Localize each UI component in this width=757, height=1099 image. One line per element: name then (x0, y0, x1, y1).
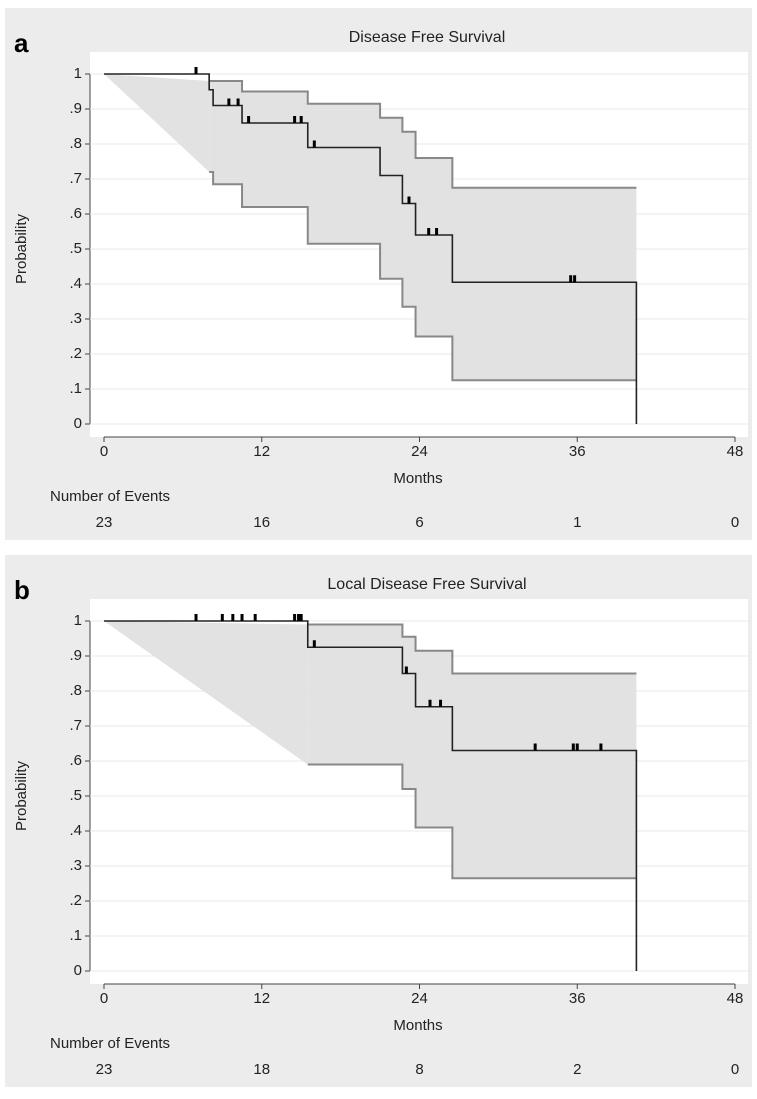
chart-title: Disease Free Survival (349, 29, 506, 46)
y-tick-label: .3 (69, 310, 82, 327)
panel-label: a (14, 28, 29, 58)
panel-label: b (14, 575, 30, 605)
events-label: Number of Events (50, 488, 170, 505)
chart-title: Local Disease Free Survival (327, 576, 526, 593)
x-tick-label: 12 (253, 443, 270, 460)
y-tick-label: .9 (69, 100, 82, 117)
events-value: 6 (415, 514, 423, 531)
x-tick-label: 24 (411, 990, 428, 1007)
y-tick-label: .7 (69, 717, 82, 734)
survival-curve (104, 620, 638, 971)
censor-mark (312, 640, 316, 648)
y-tick-label: .8 (69, 682, 82, 699)
events-value: 23 (96, 514, 113, 531)
x-tick-label: 0 (100, 443, 108, 460)
y-axis-label: Probability (13, 760, 30, 831)
events-value: 0 (731, 1061, 739, 1078)
events-value: 23 (96, 1061, 113, 1078)
censor-mark (569, 275, 573, 283)
events-value: 18 (253, 1061, 270, 1078)
censor-mark (293, 614, 297, 621)
y-tick-label: .7 (69, 170, 82, 187)
censor-mark (299, 614, 303, 621)
events-value: 8 (415, 1061, 423, 1078)
censor-mark (231, 614, 235, 621)
y-tick-label: 1 (74, 612, 82, 629)
confidence-band-lead (104, 621, 308, 765)
y-tick-label: .2 (69, 892, 82, 909)
confidence-band-lead (104, 74, 210, 172)
censor-mark (428, 699, 432, 707)
events-value: 2 (573, 1061, 581, 1078)
y-tick-label: .1 (69, 927, 82, 944)
y-tick-label: 1 (74, 65, 82, 82)
events-value: 1 (573, 514, 581, 531)
y-tick-label: .4 (69, 275, 82, 292)
events-value: 16 (253, 514, 270, 531)
censor-mark (194, 67, 198, 74)
censor-mark (439, 699, 443, 707)
censor-mark (404, 666, 408, 674)
survival-curve (104, 73, 638, 424)
x-tick-label: 48 (727, 990, 744, 1007)
x-tick-label: 36 (569, 990, 586, 1007)
panel: a Disease Free Survival Probability Months 0… (5, 8, 752, 540)
censor-mark (247, 116, 251, 123)
censor-mark (297, 614, 301, 621)
censor-mark (533, 743, 537, 751)
y-tick-label: .5 (69, 787, 82, 804)
y-tick-label: .3 (69, 857, 82, 874)
x-tick-label: 36 (569, 443, 586, 460)
y-tick-label: .2 (69, 345, 82, 362)
censor-mark (407, 196, 411, 204)
confidence-line (307, 623, 637, 675)
censor-mark (427, 228, 431, 235)
y-tick-label: .5 (69, 240, 82, 257)
censor-mark (253, 614, 257, 621)
censor-mark (571, 743, 575, 751)
x-tick-label: 0 (100, 990, 108, 1007)
censor-mark (575, 743, 579, 751)
y-axis-label: Probability (13, 213, 30, 284)
confidence-band (307, 624, 637, 879)
censor-mark (293, 116, 297, 123)
confidence-line (307, 763, 637, 880)
y-tick-label: .6 (69, 752, 82, 769)
x-tick-label: 24 (411, 443, 428, 460)
x-axis-label: Months (393, 470, 442, 487)
y-tick-label: .9 (69, 647, 82, 664)
censor-mark (240, 614, 244, 621)
y-tick-label: .6 (69, 205, 82, 222)
y-tick-label: 0 (74, 962, 82, 979)
x-tick-label: 48 (727, 443, 744, 460)
censor-mark (435, 228, 439, 235)
censor-mark (573, 275, 577, 283)
events-value: 0 (731, 514, 739, 531)
censor-mark (312, 140, 316, 148)
x-axis-label: Months (393, 1017, 442, 1034)
events-label: Number of Events (50, 1035, 170, 1052)
y-tick-label: 0 (74, 415, 82, 432)
censor-mark (299, 116, 303, 123)
censor-mark (220, 614, 224, 621)
censor-mark (236, 98, 240, 106)
panel: b Local Disease Free Survival Probability M… (5, 555, 752, 1087)
confidence-line (209, 80, 637, 189)
y-tick-label: .1 (69, 380, 82, 397)
confidence-line (209, 171, 637, 382)
censor-mark (599, 743, 603, 751)
y-tick-label: .4 (69, 822, 82, 839)
confidence-band (209, 81, 637, 381)
y-tick-label: .8 (69, 135, 82, 152)
x-tick-label: 12 (253, 990, 270, 1007)
censor-mark (194, 614, 198, 621)
censor-mark (227, 98, 231, 106)
